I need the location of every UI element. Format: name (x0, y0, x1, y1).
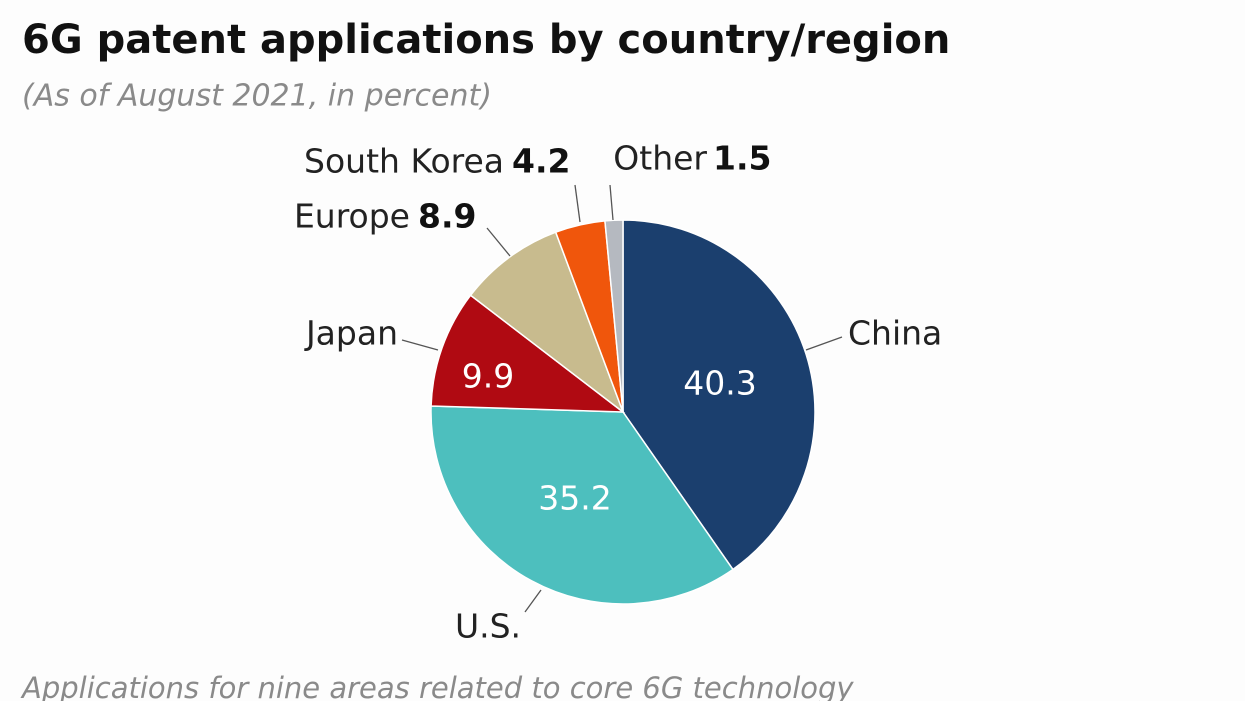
value-label: 9.9 (462, 357, 514, 396)
leader-line (574, 184, 581, 223)
value-label: 8.9 (418, 197, 476, 236)
slice-label: Japan (304, 314, 398, 353)
slice-label: China (848, 314, 942, 353)
leader-line (486, 227, 511, 257)
leader-line (401, 339, 439, 351)
chart-note: Applications for nine areas related to c… (20, 671, 854, 701)
pie-slice (604, 219, 624, 413)
chart-subtitle: (As of August 2021, in percent) (22, 79, 492, 114)
pie-slice (469, 231, 625, 415)
slice-label: Europe (294, 197, 410, 236)
leader-line (805, 336, 843, 351)
pie-slice (622, 219, 816, 571)
value-label: 35.2 (538, 479, 611, 518)
chart-title: 6G patent applications by country/region (22, 17, 950, 63)
slice-label: South Korea (304, 142, 504, 181)
slice-label: U.S. (455, 607, 521, 646)
leader-line (524, 589, 542, 613)
value-label: 40.3 (683, 364, 756, 403)
value-label: 1.5 (713, 139, 771, 178)
value-label: 4.2 (512, 142, 570, 181)
slice-label: Other (613, 139, 707, 178)
pie-slice (430, 405, 734, 605)
pie-slice (430, 294, 626, 413)
leader-line (609, 184, 614, 221)
